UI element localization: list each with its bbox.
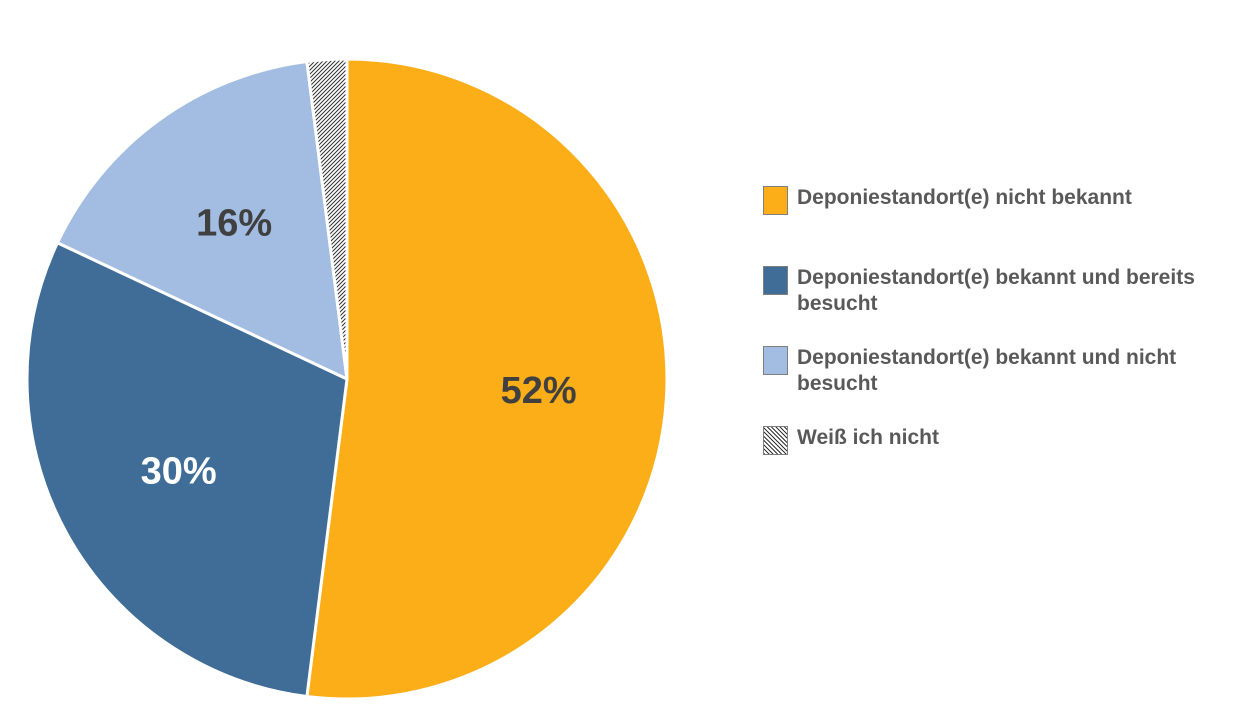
legend-swatch (763, 266, 788, 295)
legend-swatch (763, 186, 788, 215)
legend-item-nicht-bekannt: Deponiestandort(e) nicht bekannt (763, 185, 1243, 215)
pie-slice-weiss-ich-nicht (305, 57, 349, 381)
legend-label: Deponiestandort(e) bekannt und bereits b… (797, 266, 1195, 315)
pie-slice-bekannt-nicht-besucht (55, 60, 349, 381)
pie-slice-bekannt-besucht (25, 241, 349, 698)
pie-chart: 52% 30% 16% (25, 57, 669, 701)
slice-label-nicht-bekannt: 52% (501, 370, 577, 412)
legend-item-bekannt-nicht-besucht: Deponiestandort(e) bekannt und nicht bes… (763, 345, 1243, 397)
pie-slice-nicht-bekannt (305, 57, 669, 701)
legend-swatch (763, 346, 788, 375)
legend-item-weiss-ich-nicht: Weiß ich nicht (763, 425, 1243, 455)
legend-item-bekannt-besucht: Deponiestandort(e) bekannt und bereits b… (763, 265, 1243, 317)
pie-chart-svg: 52% 30% 16% (25, 57, 669, 701)
legend-label: Weiß ich nicht (797, 426, 939, 449)
slice-label-bekannt-nicht-besucht: 16% (196, 203, 272, 245)
legend-label: Deponiestandort(e) nicht bekannt (797, 186, 1132, 209)
slice-label-bekannt-besucht: 30% (141, 451, 217, 493)
legend-label: Deponiestandort(e) bekannt und nicht bes… (797, 346, 1177, 395)
legend-swatch (763, 426, 788, 455)
